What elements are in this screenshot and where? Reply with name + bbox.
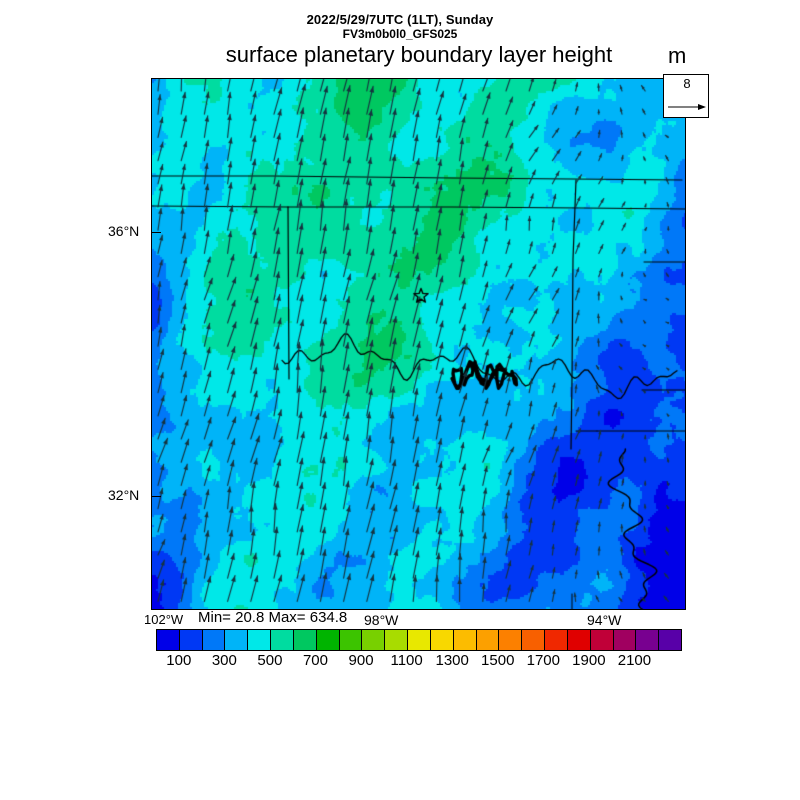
colorbar-tick-label: 900 bbox=[348, 652, 374, 669]
colorbar-tick-labels: 100 300 500 700 900 1100 1300 1500 1700 1900 2100 bbox=[156, 650, 680, 670]
colorbar-swatch bbox=[567, 630, 591, 650]
colorbar-tick-label: 500 bbox=[257, 652, 283, 669]
colorbar-swatch bbox=[590, 630, 614, 650]
colorbar-swatch bbox=[453, 630, 477, 650]
longitude-label: 94°W bbox=[587, 612, 622, 628]
colorbar-tick-label: 300 bbox=[211, 652, 237, 669]
colorbar-swatch bbox=[157, 630, 180, 650]
colorbar-swatch bbox=[545, 630, 568, 650]
colorbar-swatch bbox=[202, 630, 226, 650]
colorbar-tick-label: 1700 bbox=[526, 652, 560, 669]
colorbar-swatch bbox=[522, 630, 546, 650]
wind-vector-key-value: 8 bbox=[683, 76, 691, 91]
map-plot-area[interactable] bbox=[151, 78, 686, 610]
colorbar-swatch bbox=[271, 630, 294, 650]
colorbar-swatch bbox=[613, 630, 637, 650]
colorbar-swatch bbox=[248, 630, 272, 650]
colorbar-tick-label: 1100 bbox=[390, 652, 423, 669]
latitude-tick bbox=[151, 232, 161, 233]
title-timestamp: 2022/5/29/7UTC (1LT), Sunday bbox=[306, 12, 494, 27]
latitude-label: 36°N bbox=[108, 223, 140, 239]
latitude-tick bbox=[151, 496, 161, 497]
colorbar-swatch bbox=[499, 630, 523, 650]
colorbar-swatch bbox=[179, 630, 203, 650]
colorbar-swatch bbox=[316, 630, 340, 650]
min-max-readout: Min= 20.8 Max= 634.8 bbox=[198, 609, 348, 626]
page-title: surface planetary boundary layer height bbox=[225, 42, 613, 67]
colorbar-swatch bbox=[408, 630, 431, 650]
colorbar-tick-label: 2100 bbox=[617, 652, 652, 669]
colorbar-swatch bbox=[225, 630, 249, 650]
colorbar-swatch bbox=[293, 630, 317, 650]
colorbar-swatch bbox=[476, 630, 500, 650]
units-label: m bbox=[668, 43, 687, 68]
colorbar-swatch bbox=[339, 630, 363, 650]
colorbar-tick-label: 1900 bbox=[572, 652, 606, 669]
colorbar-swatch bbox=[430, 630, 454, 650]
right-arrow-icon bbox=[668, 104, 706, 110]
colorbar-tick-label: 700 bbox=[302, 652, 328, 669]
colorbar-tick-label: 100 bbox=[166, 652, 192, 669]
colorbar-swatch bbox=[636, 630, 660, 650]
wind-vector-key: 8 bbox=[663, 74, 709, 118]
longitude-label: 102°W bbox=[144, 612, 184, 627]
colorbar-swatch bbox=[362, 630, 386, 650]
colorbar-tick-label: 1300 bbox=[435, 652, 469, 669]
latitude-label: 32°N bbox=[108, 487, 140, 503]
longitude-label: 98°W bbox=[364, 612, 399, 628]
pblh-field-canvas bbox=[152, 79, 685, 609]
title-model: FV3m0b0l0_GFS025 bbox=[342, 27, 458, 41]
colorbar-swatch bbox=[385, 630, 409, 650]
colorbar-swatch bbox=[659, 630, 682, 650]
colorbar[interactable] bbox=[156, 629, 682, 651]
colorbar-tick-label: 1500 bbox=[481, 652, 515, 669]
